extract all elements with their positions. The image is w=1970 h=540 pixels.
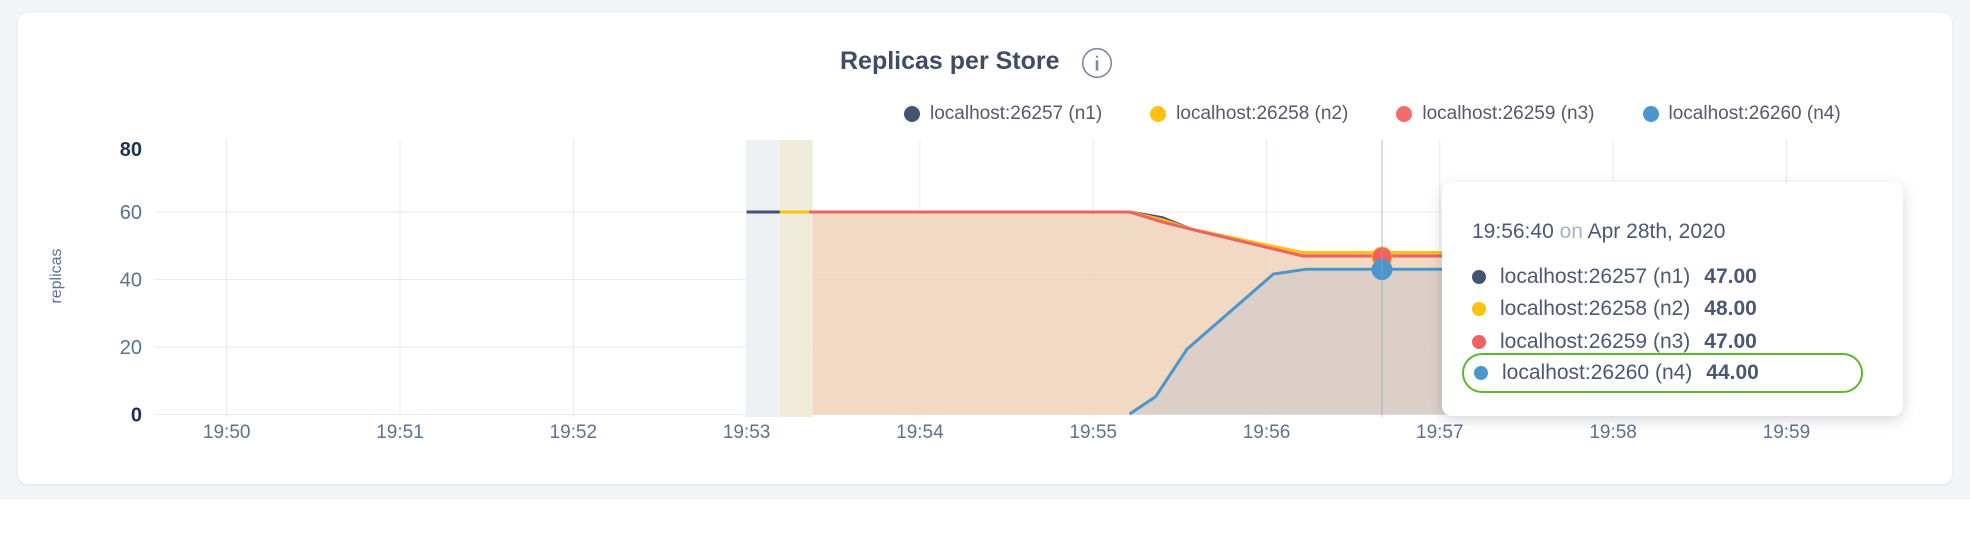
svg-text:60: 60 (120, 202, 142, 224)
svg-text:19:52: 19:52 (550, 422, 598, 440)
svg-text:19:54: 19:54 (896, 422, 944, 440)
svg-text:20: 20 (120, 337, 142, 359)
svg-text:19:53: 19:53 (723, 422, 771, 440)
svg-text:19:50: 19:50 (203, 422, 251, 440)
svg-text:19:56: 19:56 (1243, 422, 1291, 440)
svg-text:0: 0 (131, 404, 142, 426)
svg-text:19:57: 19:57 (1416, 422, 1464, 440)
svg-text:80: 80 (120, 140, 142, 161)
svg-text:19:58: 19:58 (1589, 422, 1637, 440)
svg-text:19:59: 19:59 (1763, 422, 1811, 440)
svg-text:19:51: 19:51 (376, 422, 424, 440)
svg-text:40: 40 (120, 269, 142, 291)
svg-text:19:55: 19:55 (1069, 422, 1117, 440)
